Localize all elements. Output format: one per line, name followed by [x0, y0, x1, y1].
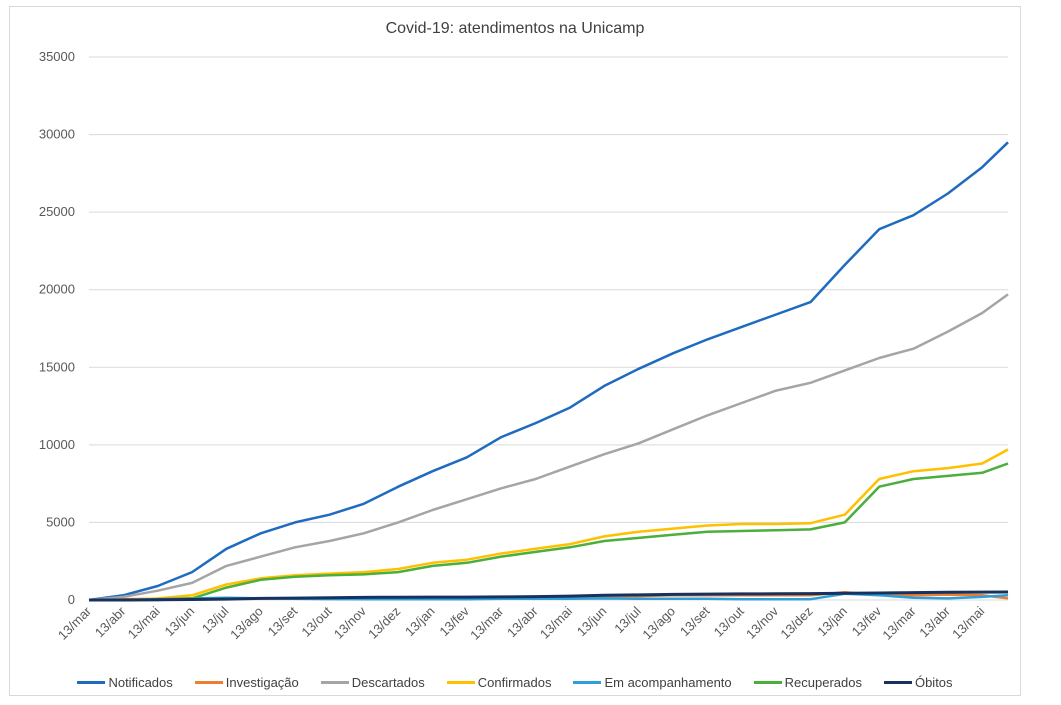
x-tick-label: 13/ago — [639, 604, 678, 643]
legend-swatch — [573, 681, 602, 684]
legend-item: Óbitos — [883, 675, 953, 690]
x-tick-label: 13/set — [265, 603, 301, 639]
legend-swatch — [883, 681, 912, 684]
chart-svg: 0 5000 10000 15000 20000 25000 30000 35000 13/ma… — [39, 49, 1009, 643]
series-line-recuperados — [89, 462, 1009, 602]
legend-label: Notificados — [108, 675, 173, 690]
legend-item: Investigação — [194, 675, 299, 690]
y-tick-label: 30000 — [39, 127, 75, 142]
legend-label: Recuperados — [784, 675, 862, 690]
x-tick-label: 13/nov — [331, 603, 370, 642]
x-tick-label: 13/dez — [777, 604, 815, 642]
legend-item: Confirmados — [446, 675, 552, 690]
x-tick-label: 13/fev — [436, 603, 472, 639]
series-line-notificados — [88, 141, 1009, 602]
x-tick-label: 13/mar — [879, 603, 919, 643]
legend-swatch — [320, 681, 349, 684]
legend-label: Óbitos — [914, 675, 953, 690]
y-tick-label: 0 — [68, 592, 75, 607]
y-tick-label: 5000 — [46, 514, 75, 529]
x-tick-label: 13/abr — [92, 603, 129, 640]
legend-swatch — [446, 681, 475, 684]
y-tick-label: 20000 — [39, 282, 75, 297]
legend-label: Em acompanhamento — [604, 675, 732, 690]
x-tick-label: 13/nov — [743, 603, 782, 642]
legend-swatch — [194, 681, 223, 684]
legend-item: Em acompanhamento — [573, 675, 732, 690]
legend-swatch — [77, 681, 106, 684]
chart-legend: Notificados Investigação Descartados Confir… — [10, 675, 1020, 690]
y-tick-label: 10000 — [39, 437, 75, 452]
legend-label: Investigação — [225, 675, 299, 690]
x-tick-label: 13/mai — [949, 603, 987, 641]
legend-item: Notificados — [77, 675, 173, 690]
legend-item: Descartados — [320, 675, 425, 690]
x-tick-label: 13/jan — [814, 604, 850, 640]
x-tick-label: 13/mar — [55, 603, 95, 643]
x-tick-label: 13/jun — [574, 604, 610, 640]
chart-frame: Covid-19: atendimentos na Unicamp 0 5000 1… — [9, 6, 1021, 696]
x-tick-label: 13/out — [711, 603, 747, 639]
x-tick-label: 13/out — [298, 603, 334, 639]
x-tick-label: 13/mai — [125, 603, 163, 641]
x-tick-label: 13/mai — [537, 603, 575, 641]
x-tick-label: 13/jan — [402, 604, 438, 640]
x-tick-label: 13/set — [677, 603, 713, 639]
series-line-descartados — [88, 293, 1009, 602]
x-tick-label: 13/fev — [849, 603, 885, 639]
y-tick-label: 25000 — [39, 204, 75, 219]
legend-label: Descartados — [351, 675, 425, 690]
x-tick-label: 13/dez — [365, 604, 403, 642]
chart-title: Covid-19: atendimentos na Unicamp — [385, 20, 645, 37]
x-tick-label: 13/ago — [227, 604, 266, 643]
y-tick-label: 15000 — [39, 359, 75, 374]
series-line-confirmados — [89, 448, 1009, 602]
x-tick-label: 13/abr — [916, 603, 953, 640]
legend-swatch — [753, 681, 782, 684]
legend-item: Recuperados — [753, 675, 862, 690]
x-tick-label: 13/jun — [162, 604, 198, 640]
legend-label: Confirmados — [477, 675, 552, 690]
y-tick-label: 35000 — [39, 49, 75, 64]
series-line-óbitos — [89, 590, 1009, 602]
x-tick-label: 13/abr — [504, 603, 541, 640]
x-tick-label: 13/mar — [467, 603, 507, 643]
